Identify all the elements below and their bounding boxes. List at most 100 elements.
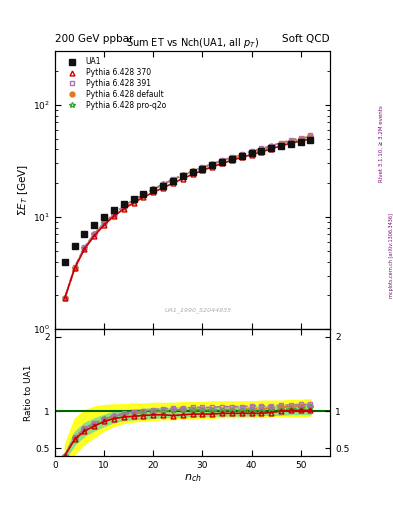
Pythia 6.428 pro-q2o	[72, 265, 77, 271]
UA1	[288, 141, 293, 147]
Pythia 6.428 370	[151, 189, 156, 196]
Line: UA1: UA1	[62, 136, 314, 265]
Pythia 6.428 370	[210, 164, 215, 170]
Pythia 6.428 default	[102, 220, 107, 226]
Pythia 6.428 default	[220, 158, 224, 164]
Pythia 6.428 pro-q2o	[92, 231, 97, 238]
Pythia 6.428 370	[190, 172, 195, 178]
Pythia 6.428 391	[72, 264, 77, 270]
UA1	[151, 187, 156, 193]
Pythia 6.428 default	[288, 138, 293, 144]
Pythia 6.428 default	[131, 198, 136, 204]
Text: Rivet 3.1.10, ≥ 3.2M events: Rivet 3.1.10, ≥ 3.2M events	[379, 105, 384, 182]
X-axis label: $n_{ch}$: $n_{ch}$	[184, 472, 202, 484]
Pythia 6.428 pro-q2o	[288, 139, 293, 145]
Pythia 6.428 391	[161, 181, 165, 187]
Line: Pythia 6.428 391: Pythia 6.428 391	[62, 133, 313, 301]
Pythia 6.428 default	[190, 168, 195, 175]
Pythia 6.428 default	[269, 143, 274, 150]
Pythia 6.428 370	[220, 160, 224, 166]
Text: UA1_1990_S2044935: UA1_1990_S2044935	[165, 307, 231, 313]
Pythia 6.428 391	[288, 137, 293, 143]
Pythia 6.428 default	[308, 133, 313, 139]
Pythia 6.428 pro-q2o	[131, 198, 136, 204]
Pythia 6.428 391	[112, 210, 116, 217]
Pythia 6.428 pro-q2o	[210, 162, 215, 168]
Pythia 6.428 default	[82, 245, 87, 251]
UA1	[269, 145, 274, 152]
Pythia 6.428 391	[230, 154, 234, 160]
Pythia 6.428 pro-q2o	[220, 159, 224, 165]
Pythia 6.428 pro-q2o	[308, 134, 313, 140]
UA1	[112, 207, 116, 214]
Pythia 6.428 default	[230, 155, 234, 161]
UA1	[230, 156, 234, 162]
UA1	[249, 150, 254, 156]
Text: Soft QCD: Soft QCD	[283, 33, 330, 44]
Pythia 6.428 370	[121, 206, 126, 212]
Pythia 6.428 pro-q2o	[82, 245, 87, 251]
Pythia 6.428 391	[308, 132, 313, 138]
Pythia 6.428 370	[230, 157, 234, 163]
Pythia 6.428 pro-q2o	[62, 295, 67, 301]
Pythia 6.428 370	[62, 295, 67, 301]
Pythia 6.428 default	[92, 231, 97, 238]
Pythia 6.428 370	[92, 233, 97, 239]
Pythia 6.428 default	[210, 161, 215, 167]
UA1	[298, 139, 303, 145]
Y-axis label: $\Sigma E_T$ [GeV]: $\Sigma E_T$ [GeV]	[17, 164, 30, 216]
Pythia 6.428 391	[180, 172, 185, 178]
UA1	[190, 169, 195, 176]
Pythia 6.428 391	[190, 168, 195, 174]
Legend: UA1, Pythia 6.428 370, Pythia 6.428 391, Pythia 6.428 default, Pythia 6.428 pro-: UA1, Pythia 6.428 370, Pythia 6.428 391,…	[59, 55, 168, 112]
UA1	[259, 147, 264, 154]
Y-axis label: Ratio to UA1: Ratio to UA1	[24, 364, 33, 421]
Pythia 6.428 391	[269, 143, 274, 149]
Pythia 6.428 pro-q2o	[230, 156, 234, 162]
Pythia 6.428 370	[259, 149, 264, 155]
Pythia 6.428 default	[200, 165, 205, 171]
Pythia 6.428 default	[161, 181, 165, 187]
Pythia 6.428 pro-q2o	[200, 165, 205, 171]
Pythia 6.428 370	[298, 138, 303, 144]
Pythia 6.428 pro-q2o	[239, 153, 244, 159]
UA1	[82, 231, 87, 238]
Pythia 6.428 pro-q2o	[180, 173, 185, 179]
Pythia 6.428 pro-q2o	[161, 181, 165, 187]
Pythia 6.428 391	[171, 176, 175, 182]
Pythia 6.428 pro-q2o	[269, 144, 274, 151]
Pythia 6.428 pro-q2o	[259, 147, 264, 154]
Pythia 6.428 pro-q2o	[121, 204, 126, 210]
Pythia 6.428 391	[102, 220, 107, 226]
Pythia 6.428 370	[249, 152, 254, 158]
Pythia 6.428 391	[200, 164, 205, 170]
Pythia 6.428 370	[279, 143, 283, 149]
Pythia 6.428 370	[200, 167, 205, 174]
UA1	[220, 159, 224, 165]
Pythia 6.428 370	[161, 185, 165, 191]
Pythia 6.428 default	[259, 146, 264, 153]
UA1	[161, 183, 165, 189]
Pythia 6.428 pro-q2o	[112, 211, 116, 218]
Pythia 6.428 pro-q2o	[141, 191, 146, 198]
UA1	[62, 259, 67, 265]
Pythia 6.428 370	[239, 154, 244, 160]
Pythia 6.428 391	[220, 157, 224, 163]
Pythia 6.428 pro-q2o	[190, 168, 195, 175]
Pythia 6.428 370	[141, 194, 146, 200]
Pythia 6.428 pro-q2o	[171, 177, 175, 183]
UA1	[92, 222, 97, 228]
Pythia 6.428 default	[151, 186, 156, 193]
Pythia 6.428 pro-q2o	[151, 186, 156, 193]
Text: mcplots.cern.ch [arXiv:1306.3436]: mcplots.cern.ch [arXiv:1306.3436]	[389, 214, 393, 298]
Pythia 6.428 391	[141, 191, 146, 197]
Line: Pythia 6.428 default: Pythia 6.428 default	[62, 134, 313, 301]
Pythia 6.428 default	[180, 173, 185, 179]
Pythia 6.428 370	[288, 140, 293, 146]
Pythia 6.428 391	[239, 151, 244, 157]
UA1	[279, 143, 283, 149]
Pythia 6.428 370	[102, 222, 107, 228]
Pythia 6.428 370	[180, 176, 185, 182]
Pythia 6.428 370	[112, 213, 116, 219]
Pythia 6.428 370	[72, 265, 77, 271]
